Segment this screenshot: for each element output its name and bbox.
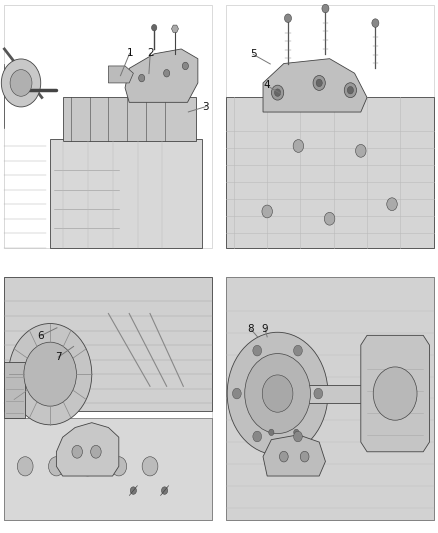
Circle shape [80,457,95,476]
Circle shape [152,25,157,31]
Circle shape [253,431,261,442]
Polygon shape [263,435,325,476]
Circle shape [373,367,417,420]
Circle shape [293,429,299,435]
Polygon shape [226,5,434,248]
Circle shape [275,89,281,96]
Circle shape [138,74,145,82]
Circle shape [387,198,397,211]
Circle shape [300,451,309,462]
FancyBboxPatch shape [4,5,212,248]
Circle shape [163,69,170,77]
Circle shape [245,353,311,433]
Circle shape [356,144,366,157]
Text: 7: 7 [55,352,62,362]
Polygon shape [109,66,133,83]
Circle shape [162,487,168,494]
FancyBboxPatch shape [226,277,434,520]
Text: 2: 2 [147,49,154,58]
Circle shape [262,205,272,218]
Polygon shape [226,98,434,248]
Circle shape [372,19,379,27]
Circle shape [49,457,64,476]
Circle shape [322,4,329,13]
Polygon shape [4,277,212,410]
Circle shape [269,429,274,435]
Circle shape [344,83,357,98]
Polygon shape [263,59,367,112]
Text: 1: 1 [126,49,133,58]
Circle shape [227,332,328,455]
Polygon shape [4,362,25,418]
Polygon shape [226,277,434,520]
Circle shape [72,446,82,458]
FancyBboxPatch shape [226,5,434,248]
Circle shape [142,457,158,476]
Circle shape [18,457,33,476]
Circle shape [91,446,101,458]
Polygon shape [298,385,361,403]
Polygon shape [171,25,178,33]
Polygon shape [4,5,212,248]
Circle shape [314,388,323,399]
Polygon shape [125,49,198,102]
Circle shape [313,76,325,91]
Circle shape [285,14,292,22]
Polygon shape [226,277,434,520]
Text: 6: 6 [37,331,44,341]
Circle shape [347,86,353,94]
Polygon shape [4,418,212,520]
FancyBboxPatch shape [4,277,212,520]
Circle shape [253,345,261,356]
Circle shape [131,487,137,494]
Circle shape [1,59,41,107]
Polygon shape [63,98,196,141]
Polygon shape [4,277,212,520]
Text: 3: 3 [202,102,209,111]
Circle shape [182,62,188,70]
Circle shape [10,70,32,96]
Circle shape [293,431,302,442]
Text: 4: 4 [263,80,270,90]
Circle shape [316,79,322,87]
Polygon shape [226,5,434,107]
Text: 9: 9 [261,324,268,334]
Circle shape [262,375,293,412]
Polygon shape [57,423,119,476]
Circle shape [233,388,241,399]
Circle shape [272,85,284,100]
Circle shape [111,457,127,476]
Circle shape [293,140,304,152]
Polygon shape [361,335,429,452]
Text: 5: 5 [250,50,257,59]
Circle shape [24,342,76,406]
Circle shape [8,324,92,425]
Circle shape [293,345,302,356]
Polygon shape [50,139,202,248]
Circle shape [324,212,335,225]
Circle shape [279,451,288,462]
Text: 8: 8 [247,324,254,334]
